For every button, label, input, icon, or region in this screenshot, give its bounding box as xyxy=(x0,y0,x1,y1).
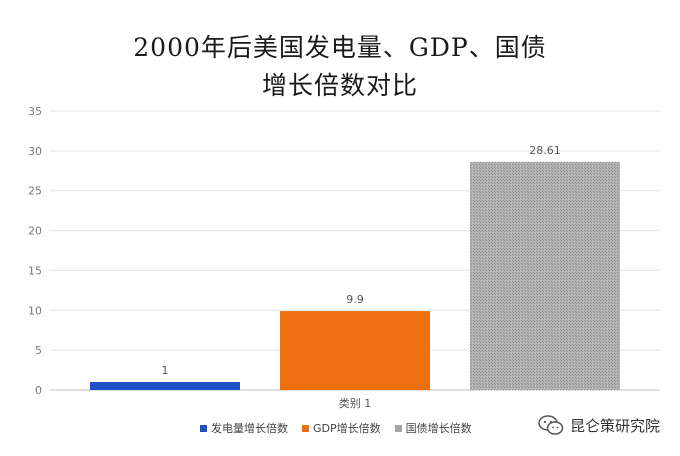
x-category-label: 类别 1 xyxy=(339,396,372,410)
y-tick-label: 20 xyxy=(28,225,42,238)
watermark-text: 昆仑策研究院 xyxy=(569,416,660,435)
y-tick-label: 30 xyxy=(28,145,42,158)
legend-label: 发电量增长倍数 xyxy=(211,422,288,435)
y-tick-label: 35 xyxy=(28,105,42,118)
legend-swatch xyxy=(394,424,402,432)
data-label: 28.61 xyxy=(529,144,561,157)
legend-swatch xyxy=(200,424,207,432)
y-tick-label: 10 xyxy=(28,304,42,317)
y-tick-label: 5 xyxy=(35,344,42,357)
chart-legend: 发电量增长倍数 GDP增长倍数 国债增长倍数 xyxy=(200,420,472,436)
legend-item: GDP增长倍数 xyxy=(302,420,381,436)
data-label: 9.9 xyxy=(346,293,364,306)
legend-label: GDP增长倍数 xyxy=(313,422,381,435)
bar xyxy=(90,382,240,390)
y-tick-label: 25 xyxy=(28,185,42,198)
y-tick-label: 15 xyxy=(28,264,42,277)
chart-title-line2: 增长倍数对比 xyxy=(261,71,418,100)
y-tick-label: 0 xyxy=(35,384,42,397)
legend-item: 国债增长倍数 xyxy=(394,420,472,436)
chart-title-line1: 2000年后美国发电量、GDP、国债 xyxy=(133,33,547,62)
legend-item: 发电量增长倍数 xyxy=(200,420,288,436)
bar xyxy=(280,311,430,390)
wechat-icon xyxy=(538,415,564,435)
legend-swatch xyxy=(302,424,309,432)
legend-label: 国债增长倍数 xyxy=(405,422,472,435)
bar xyxy=(470,161,620,390)
data-label: 1 xyxy=(162,364,169,377)
watermark: 昆仑策研究院 xyxy=(538,414,660,436)
